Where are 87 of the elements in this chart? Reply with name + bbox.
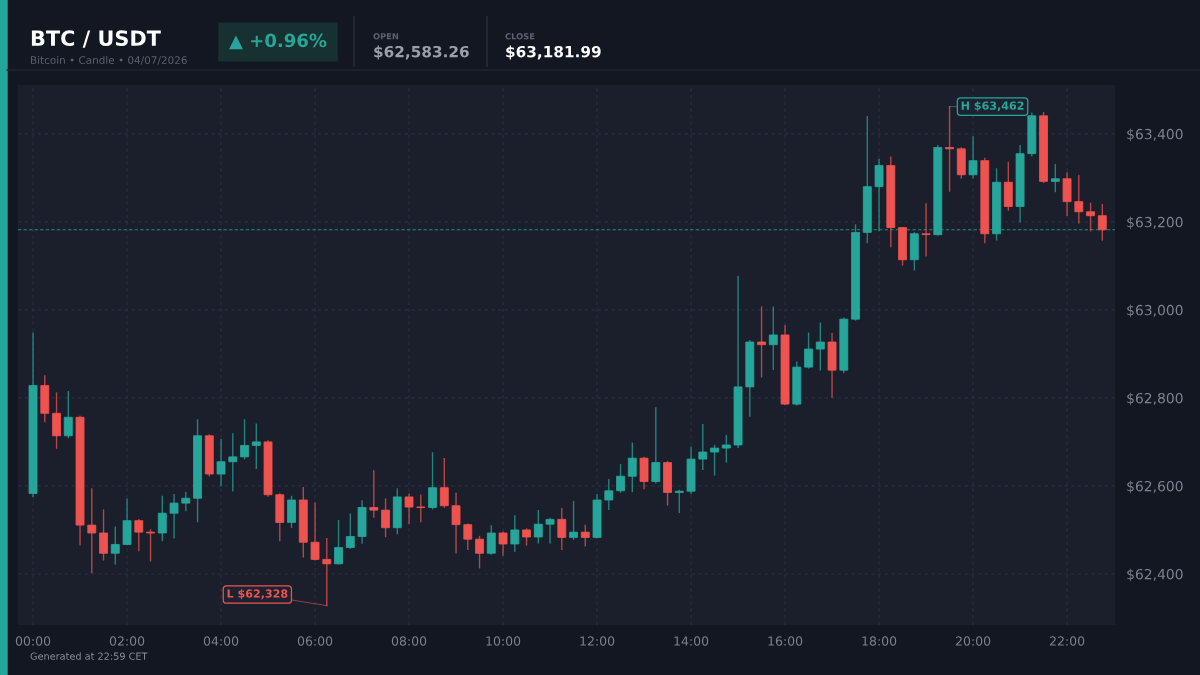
candlestick (874, 158, 884, 232)
candlestick (968, 136, 978, 179)
candlestick (428, 452, 437, 510)
text: CLOSE (505, 33, 535, 40)
candlestick (216, 439, 226, 487)
candlestick (475, 535, 484, 569)
candlestick (569, 501, 578, 540)
x-tick-label: 22:00 (1049, 636, 1085, 646)
candlestick (416, 494, 426, 523)
candlestick (228, 433, 238, 492)
candlestick (463, 523, 473, 550)
candlestick (157, 495, 167, 542)
candlestick (545, 517, 555, 544)
candlestick (616, 464, 625, 493)
x-tick-label: 00:00 (15, 636, 51, 646)
candlestick (334, 520, 343, 565)
candlestick (945, 105, 954, 192)
candlestick (122, 498, 132, 546)
chart-title: BTC / USDT (31, 30, 161, 48)
candlestick (52, 392, 61, 449)
text: ▲ +0.96% (229, 33, 327, 50)
candlestick (651, 407, 661, 484)
candlestick (557, 508, 567, 550)
candlestick (287, 495, 296, 528)
x-tick-label: 12:00 (580, 636, 615, 646)
y-tick-label: $62,800 (1127, 392, 1183, 406)
candlestick (604, 479, 614, 510)
candlestick (768, 306, 778, 370)
candlestick (627, 442, 637, 493)
candlestick (451, 492, 461, 554)
candlestick (1062, 172, 1072, 216)
x-tick-label: 08:00 (391, 636, 427, 646)
candlestick (345, 513, 355, 550)
y-tick-label: $63,400 (1127, 128, 1183, 142)
x-tick-label: 14:00 (674, 636, 709, 646)
candlestick (498, 531, 508, 556)
text: $62,583.26 (374, 45, 469, 60)
candlestick (181, 491, 191, 512)
annotation: L $62,328 (227, 589, 288, 600)
text: $63,181.99 (506, 45, 601, 60)
candlestick (710, 444, 719, 476)
candlestick (110, 526, 120, 565)
x-tick-label: 04:00 (203, 636, 239, 646)
candlestick (169, 494, 179, 539)
candlestick (639, 456, 649, 490)
y-tick-label: $62,400 (1127, 568, 1183, 582)
chart-subtitle: Bitcoin • Candle • 04/07/2026 (31, 55, 187, 65)
y-tick-label: $63,000 (1127, 304, 1183, 318)
candlestick (146, 529, 155, 562)
candlestick (580, 524, 590, 547)
candlestick (99, 509, 108, 561)
candlestick (251, 423, 261, 470)
candlestick (404, 493, 414, 525)
candlestick (63, 391, 73, 439)
candlestick (369, 470, 379, 518)
x-tick-label: 18:00 (862, 636, 897, 646)
candlestick (1097, 204, 1107, 241)
candlestick (674, 489, 684, 514)
candlestick (134, 519, 144, 552)
y-tick-label: $63,200 (1127, 216, 1183, 230)
candlestick (721, 435, 731, 463)
candlestick (757, 306, 766, 378)
candlestick (486, 525, 496, 555)
candlestick (1050, 163, 1060, 193)
y-tick-label: $62,600 (1127, 480, 1183, 494)
candlestick (240, 419, 249, 460)
x-tick-label: 10:00 (486, 636, 521, 646)
candlestick (87, 488, 97, 574)
text: Generated at 22:59 CET (30, 652, 148, 660)
candlestick (815, 322, 825, 371)
candlestick (381, 498, 390, 538)
x-tick-label: 20:00 (955, 636, 991, 646)
candlestick (1074, 174, 1084, 224)
candlestick (439, 457, 449, 508)
candlestick (698, 424, 708, 470)
text: OPEN (373, 33, 399, 40)
candlestick (1086, 202, 1095, 232)
candlestick (310, 502, 320, 561)
x-tick-label: 16:00 (768, 636, 803, 646)
candlestick (921, 203, 931, 257)
candlestick (510, 515, 520, 552)
annotation: H $63,462 (961, 101, 1024, 112)
candlestick (804, 332, 813, 369)
candlestick (322, 538, 332, 607)
x-tick-label: 06:00 (297, 636, 333, 646)
candlestick (533, 509, 543, 544)
x-tick-label: 02:00 (109, 636, 145, 646)
